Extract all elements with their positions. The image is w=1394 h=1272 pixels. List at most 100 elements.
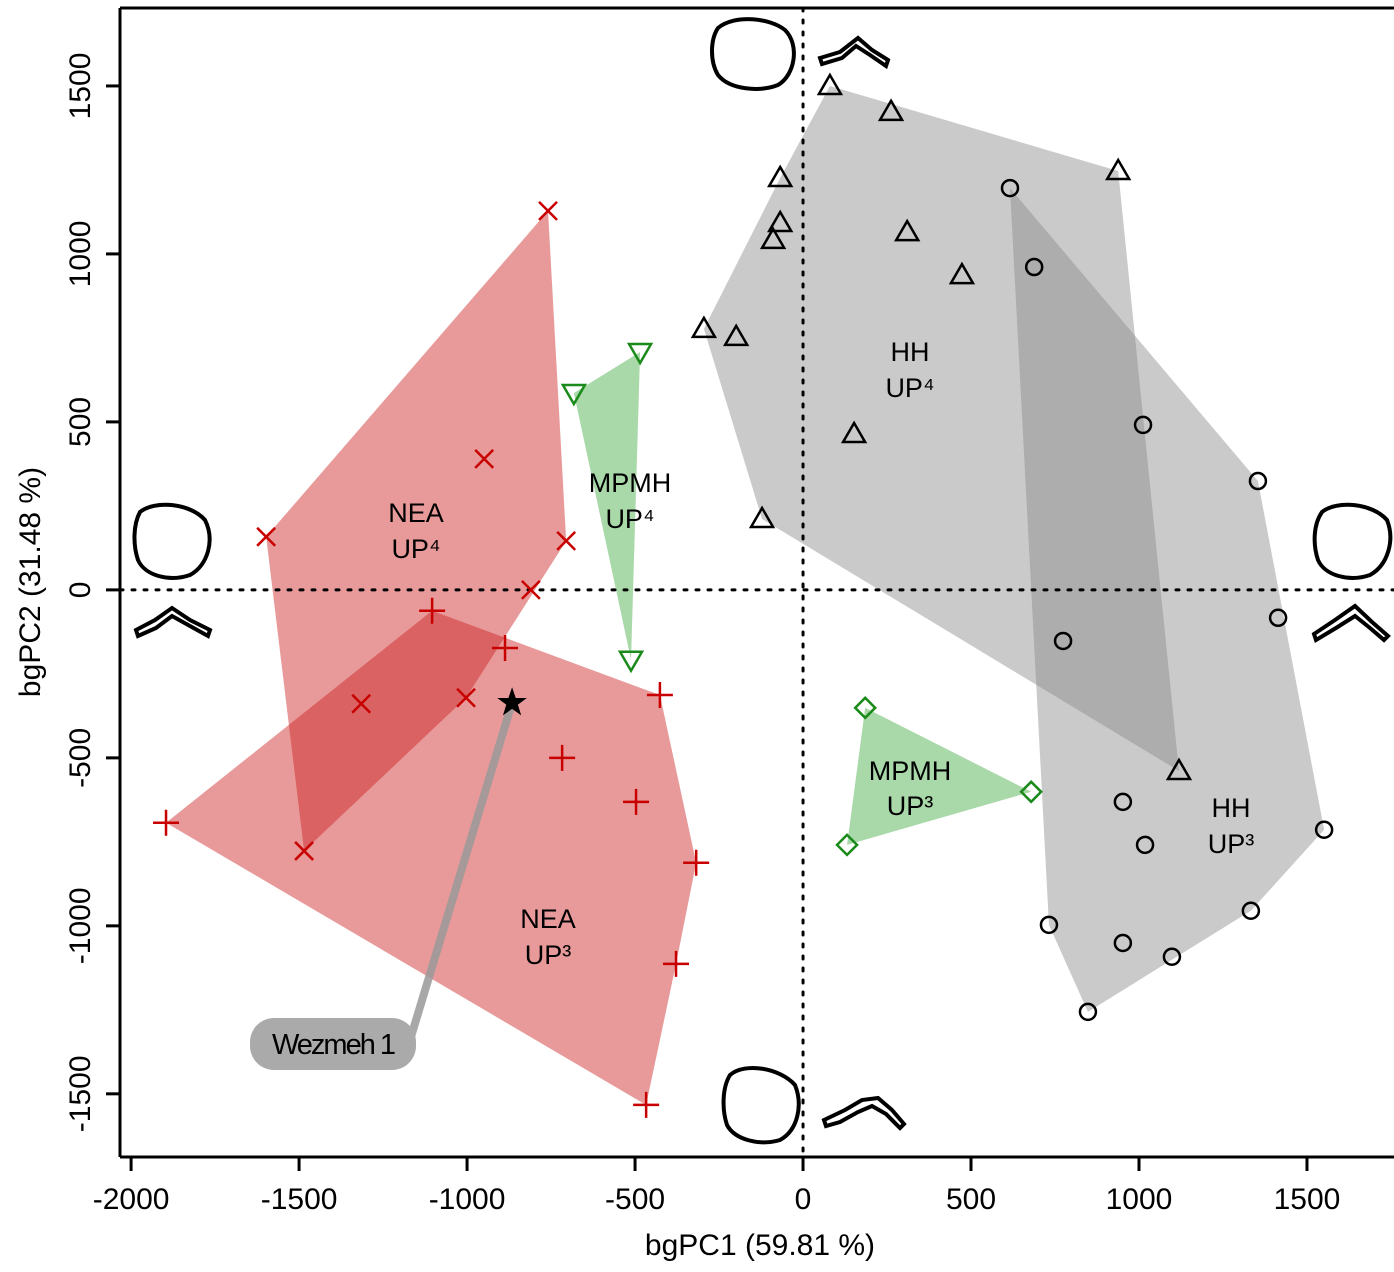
point <box>1135 835 1155 855</box>
annotation-leader <box>406 701 516 1042</box>
point <box>1078 1002 1098 1022</box>
point <box>419 597 446 624</box>
shape-outline <box>821 1095 907 1131</box>
group-label: HH <box>891 337 930 367</box>
group-label: HH <box>1212 793 1251 823</box>
y-tick-label: 0 <box>64 582 97 599</box>
point <box>767 164 794 188</box>
x-tick-label: -2000 <box>93 1183 170 1216</box>
group-tooth-label: UP³ <box>525 940 572 970</box>
point <box>351 693 372 714</box>
point <box>492 635 519 662</box>
shape-outline <box>1312 502 1393 580</box>
point <box>1024 257 1044 277</box>
hull <box>266 210 567 851</box>
x-tick-label: 1000 <box>1106 1183 1173 1216</box>
y-tick-label: 1500 <box>64 53 97 120</box>
point <box>1053 631 1073 651</box>
point <box>1113 792 1133 812</box>
group-label: MPMH <box>869 756 952 786</box>
point <box>1105 157 1132 181</box>
point <box>617 650 645 674</box>
point <box>1000 178 1020 198</box>
point <box>663 950 690 977</box>
y-tick-label: -1500 <box>64 1055 97 1132</box>
point <box>1019 780 1043 804</box>
point <box>816 72 844 96</box>
point <box>294 841 314 861</box>
point <box>633 1091 660 1118</box>
x-tick-label: -1000 <box>429 1183 506 1216</box>
point <box>626 342 654 366</box>
shape-outline <box>132 502 212 580</box>
point <box>1165 757 1193 781</box>
point <box>1113 933 1133 953</box>
point <box>560 383 588 407</box>
point <box>1268 608 1288 627</box>
point <box>877 98 905 122</box>
point <box>759 226 787 250</box>
point <box>748 505 776 529</box>
hull <box>847 707 1032 845</box>
outlines <box>132 17 1393 1145</box>
shape-outline <box>133 605 213 639</box>
point <box>853 696 877 720</box>
point <box>1248 471 1268 491</box>
point <box>767 209 794 233</box>
point <box>1133 415 1153 435</box>
point <box>683 849 710 876</box>
y-tick-label: -500 <box>64 728 97 788</box>
hull <box>703 85 1179 771</box>
hull <box>1009 188 1325 1012</box>
group-tooth-label: UP⁴ <box>391 534 440 564</box>
point <box>521 580 541 600</box>
hull <box>573 352 641 660</box>
point <box>623 788 650 815</box>
x-tick-label: -1500 <box>261 1183 338 1216</box>
group-label: NEA <box>388 498 444 528</box>
annotation-box <box>250 1018 416 1070</box>
point <box>256 526 277 547</box>
point <box>1039 915 1059 935</box>
point <box>723 323 750 347</box>
point <box>690 315 718 339</box>
point <box>153 809 180 836</box>
y-tick-label: 500 <box>64 397 97 447</box>
point <box>840 420 868 444</box>
point <box>474 448 495 469</box>
point <box>835 833 859 857</box>
group-label: NEA <box>520 904 576 934</box>
annotation-label: Wezmeh 1 <box>272 1029 395 1061</box>
point <box>948 261 976 285</box>
hull <box>166 610 697 1105</box>
x-axis-label: bgPC1 (59.81 %) <box>645 1229 875 1262</box>
x-tick-label: 500 <box>946 1183 996 1216</box>
point <box>556 530 577 551</box>
shape-outline <box>817 35 891 70</box>
point <box>497 687 527 716</box>
point <box>1162 947 1182 966</box>
y-tick-label: 1000 <box>64 221 97 288</box>
y-tick-label: -1000 <box>64 887 97 964</box>
x-tick-label: 0 <box>795 1183 812 1216</box>
group-tooth-label: UP⁴ <box>605 504 654 534</box>
point <box>456 687 476 708</box>
point <box>1314 820 1334 839</box>
x-tick-label: 1500 <box>1274 1183 1341 1216</box>
point <box>646 682 673 709</box>
y-axis-label: bgPC2 (31.48 %) <box>14 467 47 697</box>
point <box>1241 901 1261 920</box>
group-tooth-label: UP³ <box>1208 829 1255 859</box>
group-tooth-label: UP³ <box>887 791 934 821</box>
point <box>538 201 558 221</box>
shape-outline <box>721 1066 801 1145</box>
group-label: MPMH <box>589 468 672 498</box>
point <box>894 218 921 242</box>
group-tooth-label: UP⁴ <box>885 373 934 403</box>
point <box>549 744 576 771</box>
shape-outline <box>1311 603 1391 643</box>
hulls <box>166 85 1325 1105</box>
shape-outline <box>710 17 796 91</box>
x-tick-label: -500 <box>605 1183 665 1216</box>
